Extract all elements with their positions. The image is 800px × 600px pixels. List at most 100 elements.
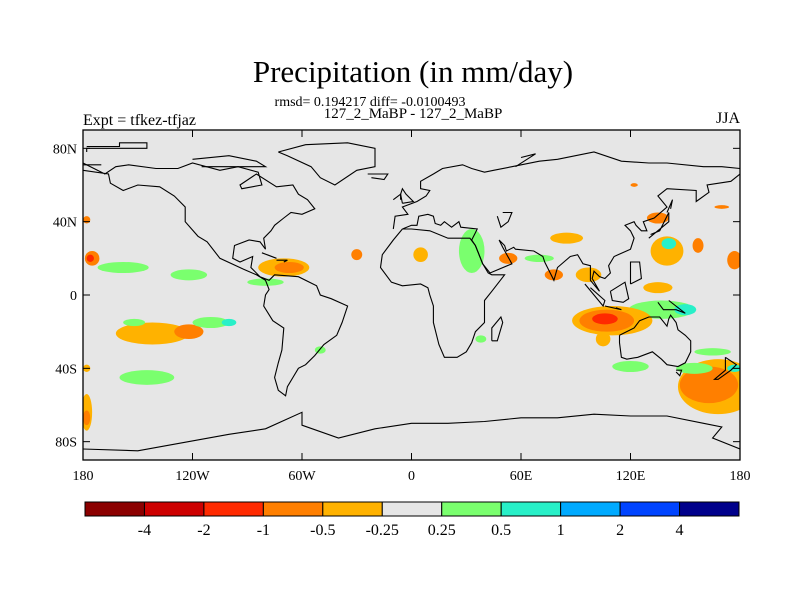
coastline-8 xyxy=(491,315,504,342)
lon-tick-label: 60E xyxy=(510,469,533,484)
coastline-1 xyxy=(83,162,349,397)
coastline-14 xyxy=(648,212,670,239)
colorbar-swatch xyxy=(322,501,383,517)
anomaly-region-46 xyxy=(314,346,326,354)
colorbar-label: 0.25 xyxy=(428,522,456,539)
coastline-3 xyxy=(192,155,268,168)
coastline-7 xyxy=(379,228,506,358)
anomaly-region-6 xyxy=(247,278,284,286)
coastline-20 xyxy=(261,252,277,259)
colorbar-swatch xyxy=(441,501,502,517)
axis-tick-labels: 80N 40N 0 40S 80S 180 120W 60W 0 60E 120E 180 xyxy=(53,142,751,484)
anomaly-region-40 xyxy=(83,410,91,426)
anomaly-region-38 xyxy=(119,370,175,385)
coastline-9 xyxy=(584,283,606,308)
anomaly-region-26 xyxy=(595,331,611,347)
colorbar-label: -0.5 xyxy=(310,522,335,539)
coastline-26 xyxy=(666,199,674,213)
anomaly-region-44 xyxy=(630,183,638,187)
colorbar-label: -2 xyxy=(197,522,210,539)
lon-tick-label: 180 xyxy=(73,469,94,484)
colorbar-swatch xyxy=(560,501,621,517)
lat-tick-label: 40N xyxy=(53,216,77,231)
anomaly-region-9 xyxy=(458,229,485,273)
season-label: JJA xyxy=(715,110,740,127)
anomaly-region-36 xyxy=(221,318,237,327)
coastline-11 xyxy=(609,281,630,303)
coastline-24 xyxy=(496,211,513,229)
anomaly-region-27 xyxy=(694,348,731,356)
coastline-23 xyxy=(392,193,402,201)
colorbar-swatch xyxy=(84,501,145,517)
colorbar-label: -1 xyxy=(257,522,270,539)
map-background xyxy=(83,130,740,460)
rmsd-diff-stats: rmsd= 0.194217 diff= -0.0100493 xyxy=(274,95,466,110)
coastline-2 xyxy=(278,142,376,186)
colorbar-swatch xyxy=(619,501,681,517)
colorbar-swatch xyxy=(262,501,324,517)
lon-tick-label: 120W xyxy=(175,469,210,484)
colorbar-swatch xyxy=(500,501,562,517)
anomaly-region-42 xyxy=(83,216,91,224)
anomaly-region-37 xyxy=(123,318,146,327)
lat-tick-label: 0 xyxy=(70,289,77,304)
page-title: Precipitation (in mm/day) xyxy=(252,54,574,89)
anomaly-region-15 xyxy=(646,212,669,224)
colorbar-label: -4 xyxy=(138,522,151,539)
anomaly-region-2 xyxy=(97,262,149,273)
colorbar-label: 4 xyxy=(676,522,684,539)
colorbar-label: -0.25 xyxy=(366,522,399,539)
anomaly-region-22 xyxy=(674,304,697,316)
anomaly-shading xyxy=(83,183,740,431)
colorbar-label: 1 xyxy=(557,522,565,539)
coastline-25 xyxy=(515,153,536,168)
coastlines xyxy=(83,142,740,452)
lat-tick-label: 80N xyxy=(53,142,77,157)
experiment-runs-subtitle: 127_2_MaBP - 127_2_MaBP xyxy=(323,106,503,122)
lon-tick-label: 60W xyxy=(288,469,316,484)
anomaly-region-35 xyxy=(192,317,229,328)
anomaly-region-11 xyxy=(524,254,554,262)
coastline-6 xyxy=(402,173,740,292)
anomaly-region-30 xyxy=(612,361,649,372)
coastline-16 xyxy=(675,369,683,377)
colorbar xyxy=(84,501,740,517)
anomaly-region-7 xyxy=(351,249,363,261)
colorbar-swatch xyxy=(143,501,205,517)
anomaly-region-18 xyxy=(692,238,704,253)
coastline-15 xyxy=(618,314,692,368)
coastline-12 xyxy=(657,300,686,314)
coastline-10 xyxy=(604,305,622,311)
anomaly-region-8 xyxy=(413,247,428,262)
anomaly-region-17 xyxy=(661,238,677,250)
colorbar-label: 0.5 xyxy=(491,522,511,539)
lon-tick-label: 120E xyxy=(616,469,646,484)
axis-ticks xyxy=(82,130,741,460)
anomaly-region-20 xyxy=(643,282,673,294)
coastline-18 xyxy=(83,411,740,452)
lon-tick-label: 180 xyxy=(730,469,751,484)
coastline-13 xyxy=(629,261,642,285)
anomaly-region-31 xyxy=(676,362,713,374)
colorbar-labels: -4 -2 -1 -0.5 -0.25 0.25 0.5 1 2 4 xyxy=(138,522,684,539)
coastline-21 xyxy=(276,259,288,263)
coastline-5 xyxy=(392,151,740,230)
anomaly-region-34 xyxy=(174,324,204,339)
coastline-4 xyxy=(367,173,389,181)
anomaly-region-19 xyxy=(727,251,740,270)
lon-tick-label: 0 xyxy=(408,469,415,484)
anomaly-region-3 xyxy=(170,269,208,281)
anomaly-region-1 xyxy=(86,254,94,262)
colorbar-label: 2 xyxy=(616,522,624,539)
anomaly-region-33 xyxy=(115,322,189,345)
anomaly-region-14 xyxy=(550,232,584,244)
lat-tick-label: 80S xyxy=(55,436,77,451)
anomaly-region-13 xyxy=(575,267,602,283)
anomaly-region-45 xyxy=(714,205,730,209)
anomaly-region-5 xyxy=(274,262,304,273)
lat-tick-label: 40S xyxy=(55,362,77,377)
experiment-label: Expt = tfkez-tfjaz xyxy=(83,112,196,129)
anomaly-region-25 xyxy=(592,313,618,325)
colorbar-swatch xyxy=(679,501,740,517)
